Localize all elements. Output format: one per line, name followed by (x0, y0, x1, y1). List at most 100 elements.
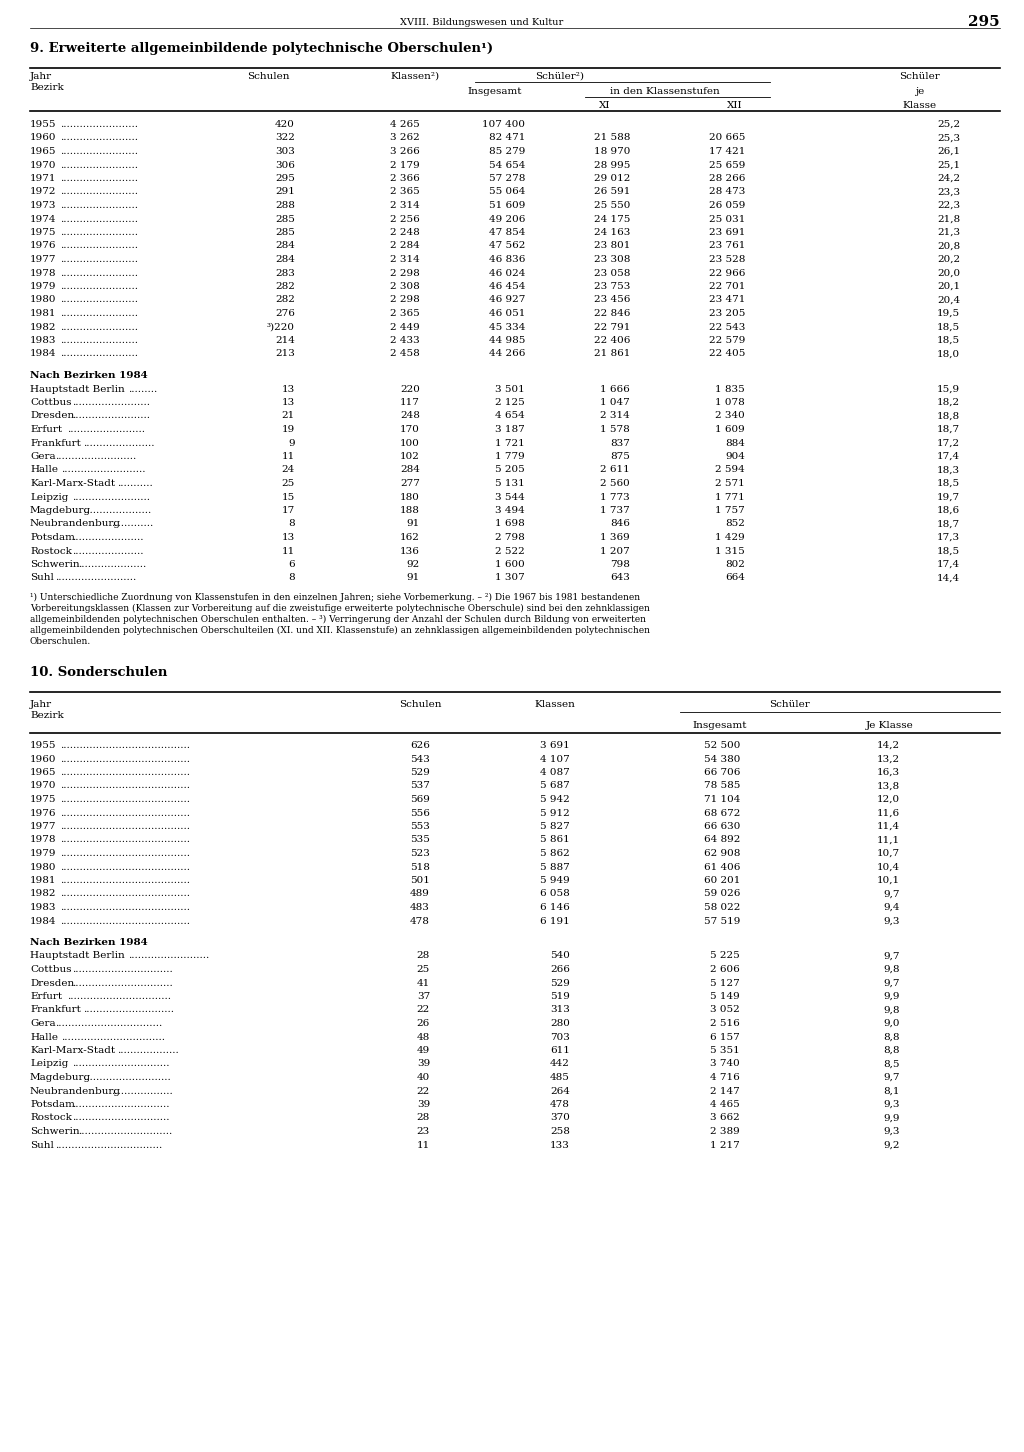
Text: 2 314: 2 314 (600, 411, 630, 421)
Text: 40: 40 (417, 1073, 430, 1082)
Text: 20,8: 20,8 (937, 241, 961, 251)
Text: ........................................: ........................................ (60, 835, 190, 845)
Text: 26,1: 26,1 (937, 147, 961, 155)
Text: 17 421: 17 421 (709, 147, 745, 155)
Text: Leipzig: Leipzig (30, 492, 69, 501)
Text: 483: 483 (411, 903, 430, 912)
Text: 1965: 1965 (30, 147, 56, 155)
Text: 1981: 1981 (30, 876, 56, 886)
Text: ..............................: .............................. (73, 1114, 170, 1122)
Text: 611: 611 (550, 1045, 570, 1056)
Text: 136: 136 (400, 546, 420, 556)
Text: 295: 295 (275, 174, 295, 183)
Text: 19,5: 19,5 (937, 309, 961, 318)
Text: ........................................: ........................................ (60, 849, 190, 858)
Text: Dresden: Dresden (30, 979, 75, 987)
Text: Jahr: Jahr (30, 73, 52, 81)
Text: 5 949: 5 949 (541, 876, 570, 886)
Text: .....................: ..................... (78, 560, 146, 569)
Text: 6 146: 6 146 (541, 903, 570, 912)
Text: 23 308: 23 308 (594, 256, 630, 264)
Text: 1 315: 1 315 (715, 546, 745, 556)
Text: 2 314: 2 314 (390, 200, 420, 211)
Text: Karl-Marx-Stadt: Karl-Marx-Stadt (30, 1045, 115, 1056)
Text: 1984: 1984 (30, 350, 56, 359)
Text: 2 798: 2 798 (496, 533, 525, 542)
Text: 213: 213 (275, 350, 295, 359)
Text: Suhl: Suhl (30, 574, 54, 582)
Text: Neubrandenburg: Neubrandenburg (30, 1086, 121, 1095)
Text: 18,5: 18,5 (937, 335, 961, 346)
Text: ........................................: ........................................ (60, 768, 190, 777)
Text: 22 701: 22 701 (709, 282, 745, 290)
Text: 26: 26 (417, 1019, 430, 1028)
Text: 852: 852 (725, 520, 745, 529)
Text: 37: 37 (417, 992, 430, 1000)
Text: Rostock: Rostock (30, 1114, 72, 1122)
Text: 18,5: 18,5 (937, 546, 961, 556)
Text: ......................: ...................... (73, 546, 143, 556)
Text: 9,0: 9,0 (884, 1019, 900, 1028)
Text: 18,7: 18,7 (937, 425, 961, 434)
Text: 2 298: 2 298 (390, 296, 420, 305)
Text: 78 585: 78 585 (703, 781, 740, 790)
Text: Potsdam: Potsdam (30, 1101, 75, 1109)
Text: 837: 837 (610, 439, 630, 447)
Text: 25 550: 25 550 (594, 200, 630, 211)
Text: 22 966: 22 966 (709, 269, 745, 277)
Text: Nach Bezirken 1984: Nach Bezirken 1984 (30, 938, 147, 947)
Text: 8,8: 8,8 (884, 1032, 900, 1041)
Text: 28: 28 (417, 1114, 430, 1122)
Text: 9,4: 9,4 (884, 903, 900, 912)
Text: 18,7: 18,7 (937, 520, 961, 529)
Text: ........................: ........................ (73, 411, 151, 421)
Text: 26 059: 26 059 (709, 200, 745, 211)
Text: 2 256: 2 256 (390, 215, 420, 224)
Text: 1979: 1979 (30, 849, 56, 858)
Text: Klassen²): Klassen²) (390, 73, 439, 81)
Text: 4 654: 4 654 (496, 411, 525, 421)
Text: 4 107: 4 107 (541, 755, 570, 764)
Text: 1 771: 1 771 (715, 492, 745, 501)
Text: 519: 519 (550, 992, 570, 1000)
Text: 17,4: 17,4 (937, 452, 961, 460)
Text: 23: 23 (417, 1127, 430, 1135)
Text: 44 985: 44 985 (488, 335, 525, 346)
Text: 884: 884 (725, 439, 745, 447)
Text: 20,2: 20,2 (937, 256, 961, 264)
Text: 9,8: 9,8 (884, 966, 900, 974)
Text: 28 266: 28 266 (709, 174, 745, 183)
Text: 66 706: 66 706 (703, 768, 740, 777)
Text: 1978: 1978 (30, 835, 56, 845)
Text: 23 761: 23 761 (709, 241, 745, 251)
Text: 2 611: 2 611 (600, 466, 630, 475)
Text: ........................: ........................ (60, 161, 138, 170)
Text: 537: 537 (411, 781, 430, 790)
Text: 553: 553 (411, 822, 430, 831)
Text: 284: 284 (400, 466, 420, 475)
Text: Insgesamt: Insgesamt (468, 87, 522, 96)
Text: 1980: 1980 (30, 296, 56, 305)
Text: Schwerin: Schwerin (30, 1127, 80, 1135)
Text: 1 369: 1 369 (600, 533, 630, 542)
Text: 20,1: 20,1 (937, 282, 961, 290)
Text: 85 279: 85 279 (488, 147, 525, 155)
Text: 71 104: 71 104 (703, 796, 740, 804)
Text: Hauptstadt Berlin: Hauptstadt Berlin (30, 385, 125, 393)
Text: 703: 703 (550, 1032, 570, 1041)
Text: 20,4: 20,4 (937, 296, 961, 305)
Text: 18,6: 18,6 (937, 505, 961, 515)
Text: 18,5: 18,5 (937, 322, 961, 331)
Text: 26 591: 26 591 (594, 187, 630, 196)
Text: 5 205: 5 205 (496, 466, 525, 475)
Text: 23 691: 23 691 (709, 228, 745, 237)
Text: 5 861: 5 861 (541, 835, 570, 845)
Text: 102: 102 (400, 452, 420, 460)
Text: 2 179: 2 179 (390, 161, 420, 170)
Text: 248: 248 (400, 411, 420, 421)
Text: 643: 643 (610, 574, 630, 582)
Text: 2 594: 2 594 (715, 466, 745, 475)
Text: 6 191: 6 191 (541, 916, 570, 925)
Text: 1955: 1955 (30, 741, 56, 751)
Text: Frankfurt: Frankfurt (30, 1005, 81, 1015)
